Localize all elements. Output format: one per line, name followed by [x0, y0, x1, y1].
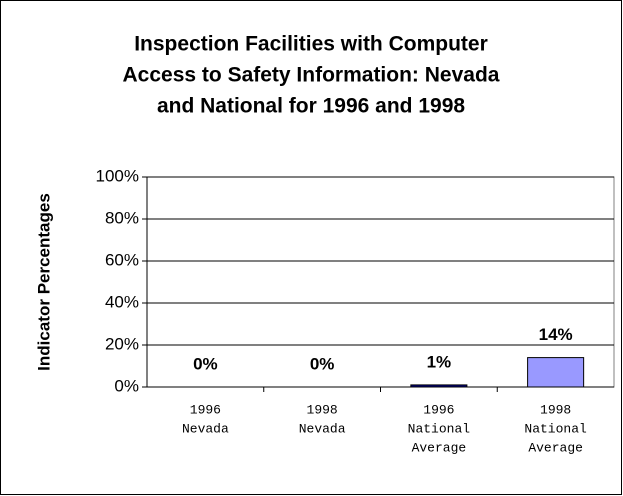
- x-tick-label: 1998: [540, 402, 571, 417]
- x-tick-label: 1996: [190, 402, 221, 417]
- chart-title: Access to Safety Information: Nevada: [123, 64, 500, 87]
- y-axis-title: Indicator Percentages: [34, 193, 53, 371]
- data-label: 0%: [310, 354, 335, 373]
- x-tick-label: 1996: [423, 402, 454, 417]
- y-tick-label: 20%: [105, 334, 139, 353]
- x-tick-label: Nevada: [182, 421, 229, 436]
- y-tick-label: 0%: [114, 376, 139, 395]
- x-tick-label: Average: [528, 440, 583, 455]
- x-tick-label: National: [524, 421, 587, 436]
- x-tick-label: Nevada: [299, 421, 346, 436]
- y-tick-label: 40%: [105, 292, 139, 311]
- y-tick-label: 100%: [96, 166, 139, 185]
- bar: [410, 384, 468, 388]
- y-tick-label: 60%: [105, 250, 139, 269]
- x-tick-label: National: [408, 421, 471, 436]
- y-tick-label: 80%: [105, 208, 139, 227]
- data-label: 1%: [427, 352, 452, 371]
- bar: [527, 357, 585, 388]
- x-tick-label: Average: [412, 440, 467, 455]
- chart-title: Inspection Facilities with Computer: [134, 33, 488, 56]
- x-tick-label: 1998: [307, 402, 338, 417]
- plot-area: [146, 176, 615, 388]
- data-label: 14%: [539, 325, 573, 344]
- chart-title: and National for 1996 and 1998: [157, 95, 465, 118]
- data-label: 0%: [193, 354, 218, 373]
